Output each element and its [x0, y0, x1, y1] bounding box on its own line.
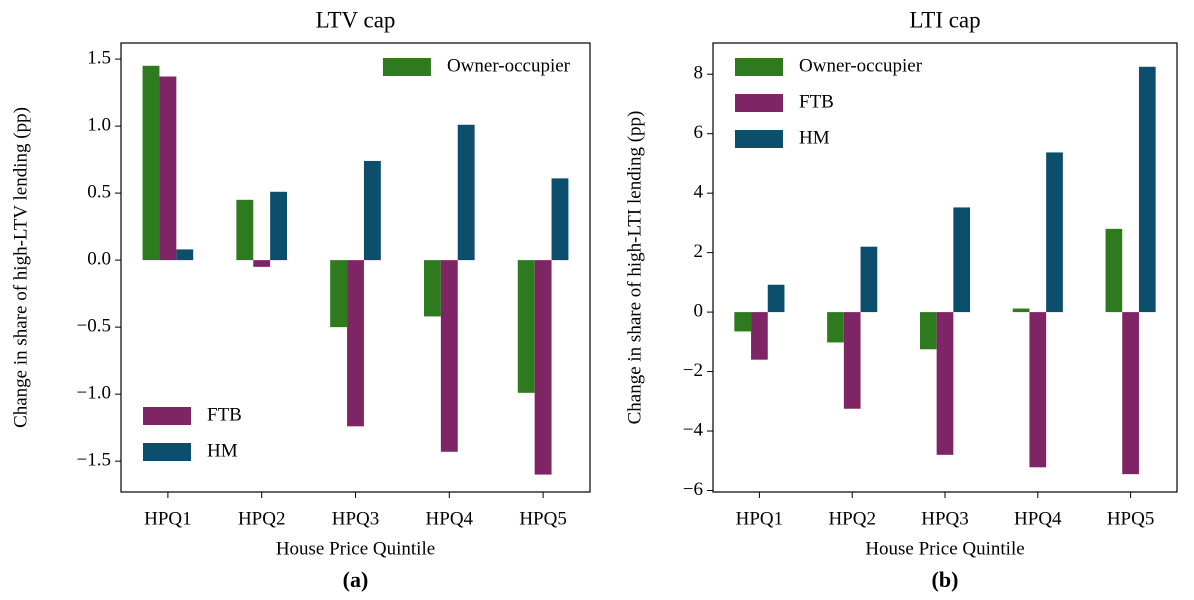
x-tick-label: HPQ3 [332, 508, 380, 529]
chart-title: LTV cap [316, 7, 396, 32]
bar [953, 207, 971, 313]
legend-swatch [143, 443, 191, 461]
bar [176, 249, 194, 261]
y-tick-label: 0.0 [87, 248, 111, 269]
bar [860, 246, 878, 313]
y-axis-label: Change in share of high-LTV lending (pp) [10, 107, 31, 428]
bar [1105, 228, 1123, 313]
bar [517, 260, 535, 393]
x-tick-label: HPQ1 [736, 508, 784, 529]
x-axis-label: House Price Quintile [865, 538, 1024, 559]
bar [270, 191, 288, 261]
bar [330, 260, 348, 328]
bar [347, 260, 364, 427]
legend-swatch [735, 94, 783, 112]
y-tick-label: 8 [694, 63, 704, 84]
bar [253, 260, 271, 267]
bar [1138, 66, 1156, 313]
x-tick-label: HPQ3 [921, 508, 969, 529]
y-tick-label: −6 [683, 479, 703, 500]
legend-label: FTB [799, 91, 834, 112]
x-axis-label: House Price Quintile [276, 538, 435, 559]
bar [457, 124, 475, 261]
bar [1122, 312, 1139, 475]
bar [423, 260, 441, 317]
bar [159, 76, 177, 261]
bar [534, 260, 552, 475]
y-tick-label: −4 [683, 419, 704, 440]
legend-swatch [735, 58, 783, 76]
x-tick-label: HPQ5 [1107, 508, 1155, 529]
bar [734, 312, 752, 332]
bar [843, 312, 861, 409]
y-tick-label: 0.5 [87, 181, 111, 202]
bar [1046, 152, 1063, 313]
chart-title: LTI cap [909, 7, 980, 32]
axes-frame [712, 42, 1178, 493]
axes-frame [120, 42, 591, 493]
y-axis-label: Change in share of high-LTI lending (pp) [624, 111, 645, 425]
x-tick-label: HPQ4 [426, 508, 474, 529]
bar [551, 178, 569, 261]
y-tick-label: 4 [694, 182, 704, 203]
x-tick-label: HPQ1 [144, 508, 192, 529]
y-tick-label: 6 [694, 122, 704, 143]
legend-swatch [382, 58, 431, 76]
legend-label: Owner-occupier [447, 55, 571, 76]
legend-swatch [735, 130, 783, 148]
bar [440, 260, 458, 452]
bar [751, 312, 768, 360]
legend-swatch [143, 407, 191, 425]
x-tick-label: HPQ2 [828, 508, 876, 529]
bar [236, 199, 254, 261]
legend-label: FTB [207, 404, 242, 425]
x-tick-label: HPQ2 [238, 508, 286, 529]
x-tick-label: HPQ5 [519, 508, 567, 529]
legend-label: HM [207, 440, 238, 461]
y-tick-label: −2 [683, 360, 703, 381]
y-tick-label: 1.5 [87, 47, 111, 68]
bar [142, 65, 160, 261]
y-tick-label: −1.0 [77, 383, 111, 404]
bar [827, 312, 844, 343]
bar [363, 160, 381, 261]
y-tick-label: −0.5 [77, 316, 111, 337]
panel-label: (b) [932, 567, 959, 592]
legend-label: HM [799, 127, 830, 148]
y-tick-label: −1.5 [77, 450, 111, 471]
bar [767, 284, 785, 313]
y-tick-label: 0 [694, 300, 704, 321]
bar [919, 312, 937, 350]
y-tick-label: 2 [694, 241, 704, 262]
bar [1012, 308, 1030, 313]
x-tick-label: HPQ4 [1014, 508, 1062, 529]
bar [1029, 312, 1047, 468]
bar [936, 312, 954, 455]
panel-label: (a) [343, 567, 369, 592]
y-tick-label: 1.0 [87, 114, 111, 135]
legend-label: Owner-occupier [799, 55, 923, 76]
